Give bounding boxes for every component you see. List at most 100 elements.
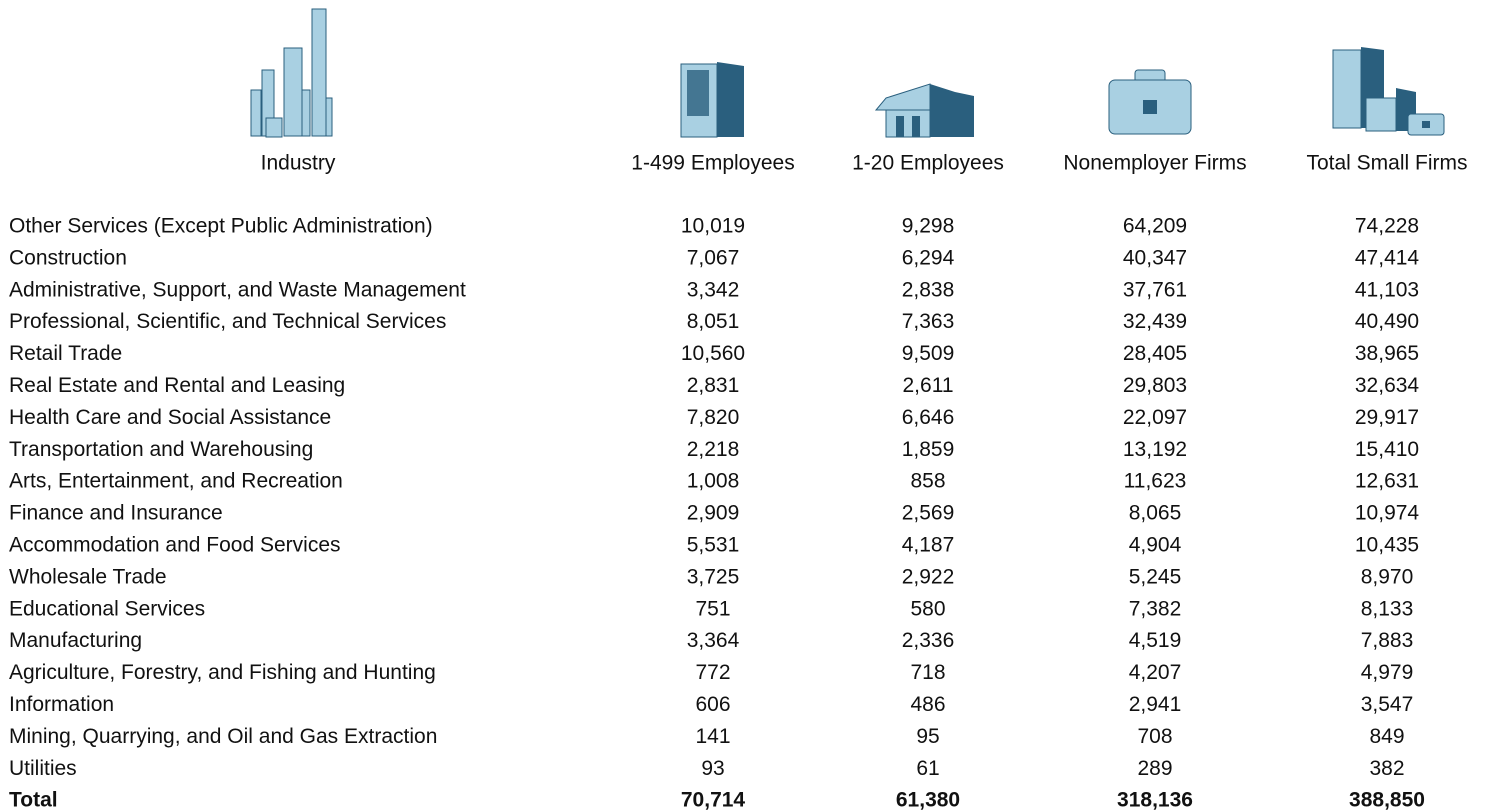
- cell-value: 6,646: [902, 406, 955, 429]
- cell-value: 95: [916, 725, 939, 748]
- industry-name: Administrative, Support, and Waste Manag…: [9, 278, 466, 301]
- cell-value: 708: [1137, 725, 1172, 748]
- cell-value: 29,803: [1123, 374, 1187, 397]
- briefcase-icon: [1108, 69, 1192, 135]
- column-header: Nonemployer Firms: [1063, 152, 1246, 175]
- cell-value: 2,336: [902, 629, 955, 652]
- cell-value: 580: [910, 597, 945, 620]
- cell-value: 318,136: [1117, 789, 1193, 812]
- cell-value: 289: [1137, 757, 1172, 780]
- cell-value: 2,922: [902, 565, 955, 588]
- cell-value: 32,439: [1123, 310, 1187, 333]
- cell-value: 2,831: [687, 374, 740, 397]
- cell-value: 4,904: [1129, 534, 1182, 557]
- industry-name: Real Estate and Rental and Leasing: [9, 374, 345, 397]
- industry-name: Educational Services: [9, 597, 205, 620]
- cell-value: 8,970: [1361, 565, 1414, 588]
- cell-value: 2,941: [1129, 693, 1182, 716]
- cell-value: 8,065: [1129, 502, 1182, 525]
- cell-value: 2,909: [687, 502, 740, 525]
- cell-value: 2,569: [902, 502, 955, 525]
- cell-value: 10,974: [1355, 502, 1420, 525]
- cell-value: 15,410: [1355, 438, 1419, 461]
- cell-value: 6,294: [902, 246, 955, 269]
- cell-value: 10,019: [681, 215, 745, 238]
- cell-value: 74,228: [1355, 215, 1419, 238]
- column-header: 1-499 Employees: [631, 152, 794, 175]
- cell-value: 4,187: [902, 534, 955, 557]
- cell-value: 4,207: [1129, 661, 1182, 684]
- cell-value: 10,435: [1355, 534, 1419, 557]
- cell-value: 751: [695, 597, 730, 620]
- cell-value: 61,380: [896, 789, 960, 812]
- cell-value: 718: [910, 661, 945, 684]
- cell-value: 4,979: [1361, 661, 1414, 684]
- cell-value: 13,192: [1123, 438, 1187, 461]
- cell-value: 8,051: [687, 310, 740, 333]
- total-icon: [1332, 47, 1445, 136]
- cell-value: 7,067: [687, 246, 740, 269]
- cell-value: 7,820: [687, 406, 740, 429]
- industry-name: Retail Trade: [9, 342, 122, 365]
- column-header: Industry: [261, 152, 336, 175]
- cell-value: 606: [695, 693, 730, 716]
- industry-name: Manufacturing: [9, 629, 142, 652]
- cell-value: 9,509: [902, 342, 955, 365]
- cell-value: 388,850: [1349, 789, 1425, 812]
- industry-name: Accommodation and Food Services: [9, 534, 341, 557]
- industry-name: Mining, Quarrying, and Oil and Gas Extra…: [9, 725, 437, 748]
- cell-value: 7,883: [1361, 629, 1414, 652]
- cell-value: 64,209: [1123, 215, 1187, 238]
- cell-value: 11,623: [1124, 470, 1187, 493]
- cell-value: 10,560: [681, 342, 745, 365]
- cell-value: 3,364: [687, 629, 740, 652]
- cell-value: 41,103: [1355, 278, 1419, 301]
- industry-icon: [250, 8, 333, 138]
- cell-value: 486: [910, 693, 945, 716]
- cell-value: 9,298: [902, 215, 955, 238]
- industry-name: Professional, Scientific, and Technical …: [9, 310, 446, 333]
- cell-value: 40,490: [1355, 310, 1419, 333]
- cell-value: 4,519: [1129, 629, 1182, 652]
- industry-name: Construction: [9, 246, 127, 269]
- cell-value: 1,008: [687, 470, 740, 493]
- cell-value: 141: [695, 725, 730, 748]
- cell-value: 38,965: [1355, 342, 1419, 365]
- industry-name: Other Services (Except Public Administra…: [9, 215, 433, 238]
- cell-value: 22,097: [1123, 406, 1187, 429]
- cell-value: 2,218: [687, 438, 740, 461]
- cell-value: 40,347: [1123, 246, 1187, 269]
- cell-value: 29,917: [1355, 406, 1419, 429]
- industry-name: Transportation and Warehousing: [9, 438, 313, 461]
- cell-value: 2,611: [903, 374, 954, 397]
- industry-name: Total: [9, 789, 58, 812]
- column-header: Total Small Firms: [1306, 152, 1467, 175]
- cell-value: 47,414: [1355, 246, 1420, 269]
- industry-name: Wholesale Trade: [9, 565, 167, 588]
- cell-value: 5,245: [1129, 565, 1182, 588]
- cell-value: 849: [1369, 725, 1404, 748]
- cell-value: 93: [701, 757, 724, 780]
- industry-name: Utilities: [9, 757, 77, 780]
- cell-value: 37,761: [1123, 278, 1187, 301]
- cell-value: 772: [695, 661, 730, 684]
- building-icon: [680, 62, 744, 138]
- cell-value: 858: [910, 470, 945, 493]
- cell-value: 382: [1369, 757, 1404, 780]
- industry-name: Arts, Entertainment, and Recreation: [9, 470, 343, 493]
- cell-value: 3,342: [687, 278, 740, 301]
- cell-value: 32,634: [1355, 374, 1420, 397]
- cell-value: 3,547: [1361, 693, 1414, 716]
- cell-value: 12,631: [1355, 470, 1419, 493]
- column-header: 1-20 Employees: [852, 152, 1004, 175]
- cell-value: 7,363: [902, 310, 955, 333]
- cell-value: 1,859: [902, 438, 955, 461]
- industry-name: Finance and Insurance: [9, 502, 223, 525]
- shop-icon: [874, 83, 974, 138]
- industry-name: Health Care and Social Assistance: [9, 406, 331, 429]
- cell-value: 8,133: [1361, 597, 1414, 620]
- cell-value: 70,714: [681, 789, 746, 812]
- cell-value: 28,405: [1123, 342, 1187, 365]
- industry-name: Agriculture, Forestry, and Fishing and H…: [9, 661, 436, 684]
